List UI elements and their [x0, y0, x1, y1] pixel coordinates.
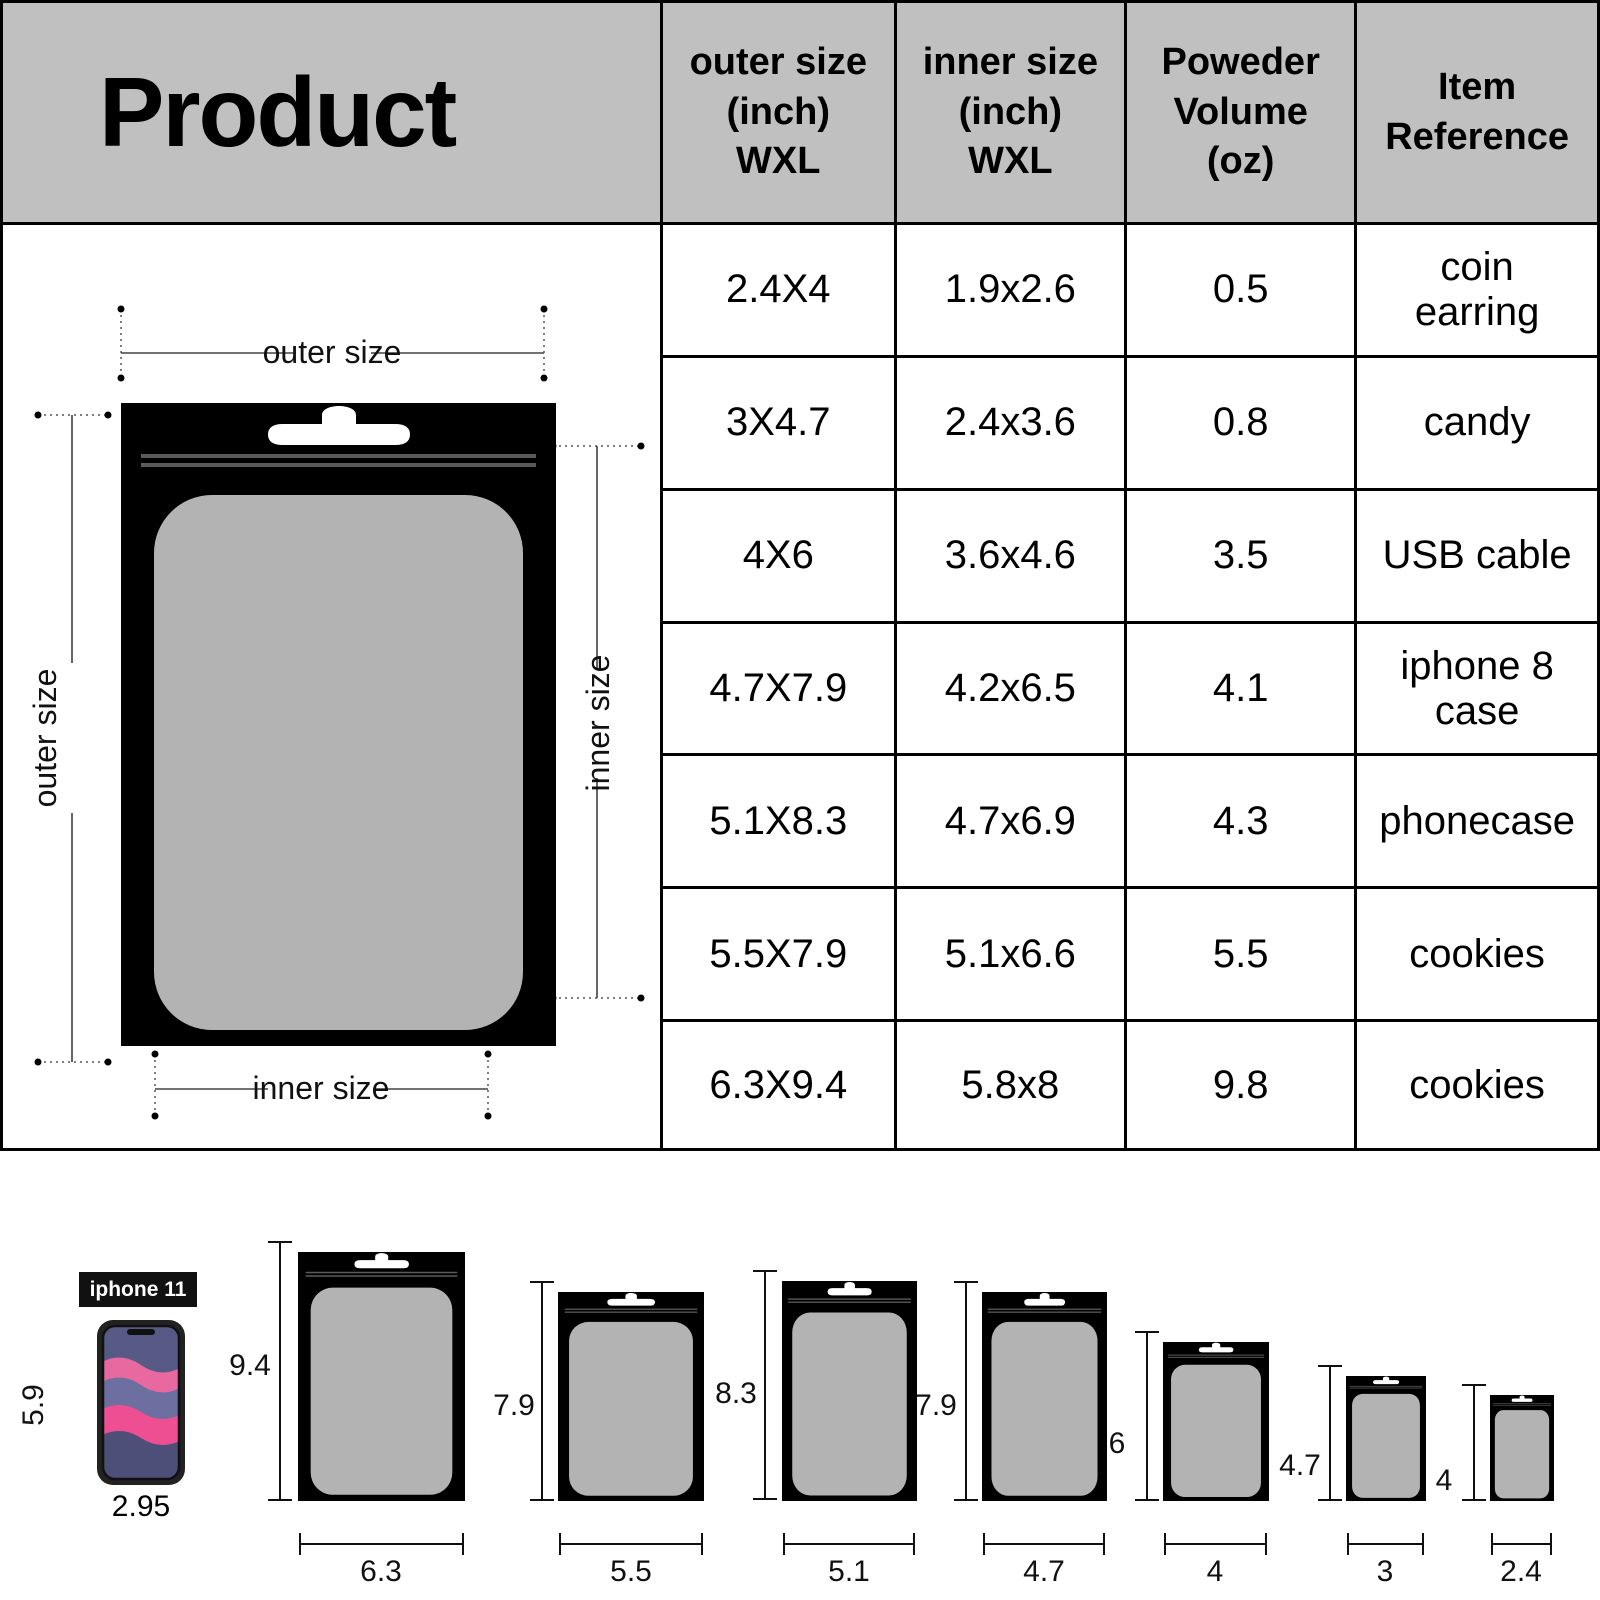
svg-text:4.7: 4.7 [1023, 1555, 1065, 1588]
svg-text:7.9: 7.9 [493, 1389, 535, 1422]
svg-text:inner size: inner size [580, 655, 616, 792]
svg-text:2.4: 2.4 [1500, 1555, 1542, 1588]
svg-text:7.9: 7.9 [915, 1389, 957, 1422]
svg-text:6: 6 [1109, 1427, 1126, 1460]
svg-text:5.1: 5.1 [828, 1555, 870, 1588]
svg-text:5.5: 5.5 [610, 1555, 652, 1588]
svg-text:8.3: 8.3 [715, 1377, 757, 1410]
svg-text:inner size: inner size [253, 1070, 390, 1106]
svg-text:4.7: 4.7 [1279, 1449, 1321, 1482]
svg-text:4: 4 [1436, 1464, 1453, 1497]
svg-text:outer size: outer size [27, 669, 63, 808]
svg-text:outer size: outer size [263, 334, 402, 370]
svg-text:4: 4 [1207, 1555, 1224, 1588]
svg-text:9.4: 9.4 [229, 1349, 271, 1382]
svg-text:5.9: 5.9 [17, 1384, 50, 1426]
svg-text:6.3: 6.3 [360, 1555, 402, 1588]
svg-text:3: 3 [1377, 1555, 1394, 1588]
